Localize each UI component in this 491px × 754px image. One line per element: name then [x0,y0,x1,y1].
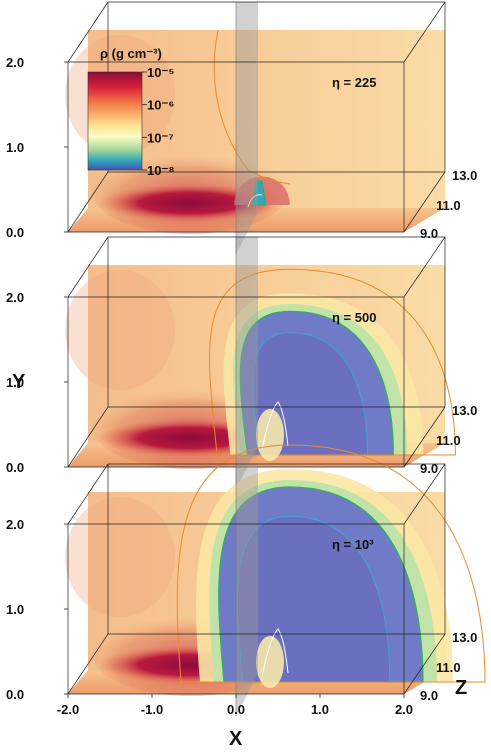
panel-label: η = 225 [332,75,376,90]
outer-contour [209,268,456,456]
x-tick-label: -2.0 [57,702,79,717]
upper-left-halo [65,270,175,390]
upper-left-halo [65,497,175,617]
y-tick-label: 2.0 [6,55,24,70]
panel-2: η = 500 0.0 1.0 2.0 9.0 11.0 13.0 [6,236,477,489]
x-tick-label: 2.0 [395,702,413,717]
colorbar-tick-label: 10⁻⁵ [147,65,174,80]
x-axis-title: X [229,728,243,750]
jet-streamline [261,628,289,678]
panel-3: η = 10³ 0.0 1.0 2.0 9.0 11.0 13.0 [6,444,486,716]
panel-1: η = 225 0.0 1.0 2.0 9.0 11.0 13.0 [6,1,477,254]
x-tick-label: -1.0 [141,702,163,717]
z-tick-label: 9.0 [420,688,438,703]
z-tick-label: 11.0 [436,198,461,213]
x-tick-label: 1.0 [311,702,329,717]
z-axis-title: Z [455,677,467,699]
central-slice [236,2,258,254]
jet-streamline [261,401,289,451]
outer-contour [213,29,291,185]
y-tick-label: 0.0 [6,687,24,702]
colorbar-tick-label: 10⁻⁸ [147,163,174,178]
panel-label: η = 10³ [332,537,374,552]
z-tick-label: 9.0 [420,226,438,241]
y-tick-label: 1.0 [6,140,24,155]
colorbar-gradient [87,71,143,171]
jet-base [256,636,284,688]
outer-contour [176,444,486,683]
colorbar-tick-label: 10⁻⁷ [147,130,174,145]
z-tick-label: 13.0 [452,168,477,183]
y-tick-label: 2.0 [6,290,24,305]
axes-box [67,236,446,468]
y-tick-label: 1.0 [6,602,24,617]
z-tick-label: 11.0 [436,660,461,675]
central-slice [236,464,258,716]
colorbar-title: ρ (g cm⁻³) [100,46,162,61]
z-tick-label: 9.0 [420,461,438,476]
colorbar: ρ (g cm⁻³) 10⁻⁵ 10⁻⁶ 10⁻⁷ 10⁻⁸ [87,46,174,178]
x-tick-label: 0.0 [227,702,245,717]
y-tick-label: 2.0 [6,517,24,532]
source-core [251,180,267,206]
jet-base [256,409,284,461]
y-tick-label: 1.0 [6,375,24,390]
z-tick-label: 11.0 [436,433,461,448]
x-ticks: -2.0 -1.0 0.0 1.0 2.0 [57,694,413,717]
z-tick-label: 13.0 [452,403,477,418]
panel-label: η = 500 [332,310,376,325]
source-streamline [247,194,263,208]
central-slice [236,237,258,489]
y-axis-title: Y [12,371,26,393]
colorbar-tick-label: 10⁻⁶ [147,98,174,113]
y-tick-label: 0.0 [6,460,24,475]
z-tick-label: 13.0 [452,630,477,645]
y-tick-label: 0.0 [6,225,24,240]
